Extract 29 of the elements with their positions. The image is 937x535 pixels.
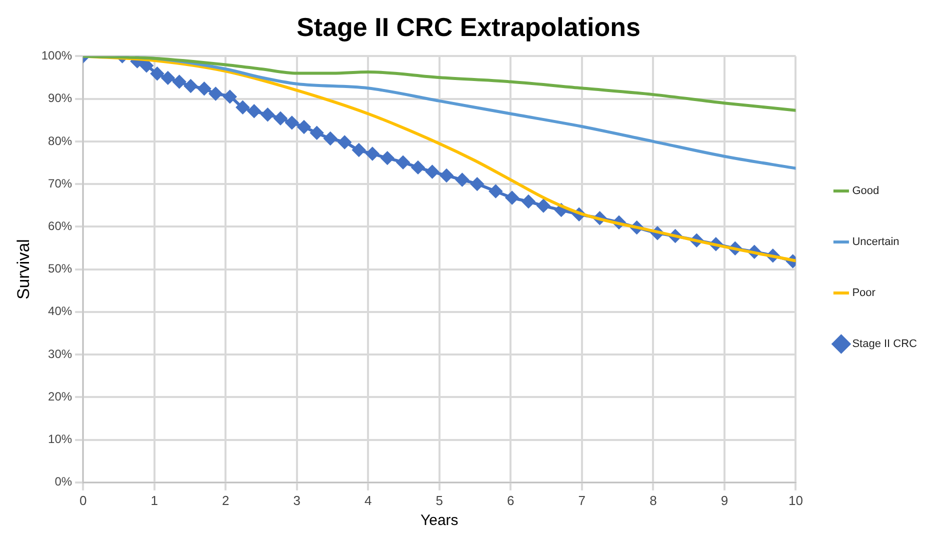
chart-title: Stage II CRC Extrapolations	[296, 12, 640, 42]
legend-label: Good	[852, 185, 880, 198]
y-tick-label: 10%	[48, 432, 72, 446]
y-tick-label: 90%	[48, 91, 72, 106]
y-tick-label: 0%	[54, 474, 72, 489]
x-axis-title: Years	[420, 512, 458, 530]
x-tick-label: 6	[507, 492, 514, 508]
x-tick-label: 8	[650, 492, 657, 508]
y-tick-label: 70%	[48, 176, 72, 190]
x-tick-label: 10	[788, 492, 803, 508]
x-tick-label: 7	[578, 492, 586, 508]
x-tick-label: 1	[150, 492, 158, 508]
legend-label: Stage II CRC	[852, 338, 918, 350]
x-tick-label: 4	[364, 492, 372, 508]
x-tick-label: 3	[293, 492, 300, 508]
x-tick-label: 9	[720, 492, 728, 508]
y-tick-label: 100%	[41, 48, 72, 63]
y-tick-label: 30%	[48, 346, 72, 361]
y-tick-label: 50%	[48, 262, 72, 276]
legend-label: Uncertain	[852, 236, 900, 248]
y-tick-label: 40%	[48, 304, 72, 318]
x-tick-label: 5	[436, 492, 444, 508]
legend-label: Poor	[852, 287, 876, 300]
y-tick-label: 60%	[48, 218, 72, 233]
x-tick-label: 2	[222, 492, 230, 508]
y-tick-label: 20%	[48, 389, 72, 404]
x-tick-label: 0	[79, 492, 87, 508]
y-tick-label: 80%	[48, 134, 72, 148]
y-axis-title: Survival	[14, 239, 33, 300]
